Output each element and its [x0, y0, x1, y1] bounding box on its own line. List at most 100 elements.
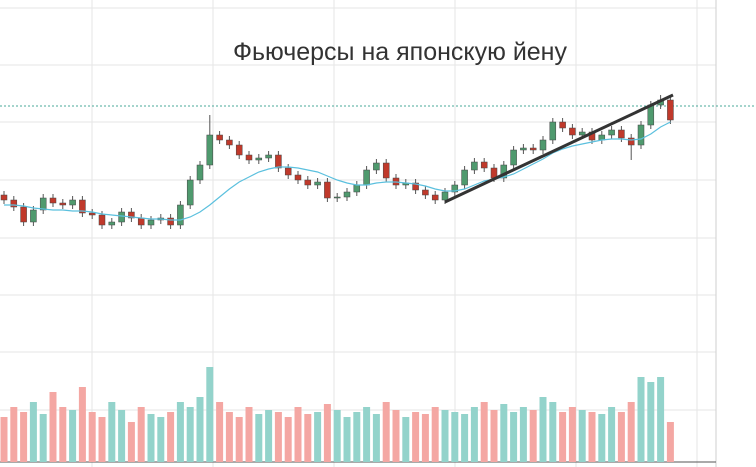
- candle-body: [118, 211, 125, 223]
- candle-body: [422, 189, 429, 196]
- volume-bar: [392, 410, 400, 462]
- trend-line: [444, 93, 674, 204]
- candle-body: [128, 211, 135, 219]
- volume-bar: [421, 414, 429, 462]
- volume-bar: [137, 407, 145, 462]
- candle-body: [431, 194, 439, 201]
- volume-bar: [568, 407, 576, 462]
- candle-body: [186, 179, 194, 206]
- volume-bar: [69, 410, 77, 462]
- volume-bar: [490, 410, 498, 462]
- volume-bar: [539, 397, 547, 462]
- candle-body: [69, 199, 76, 206]
- volume-bar: [480, 402, 488, 462]
- candle-body: [539, 139, 547, 151]
- candle-body: [637, 124, 645, 146]
- volume-bar: [216, 402, 224, 462]
- price-layer: [0, 95, 674, 229]
- candle-body: [373, 162, 380, 171]
- candle-body: [333, 196, 341, 199]
- volume-bar: [353, 412, 361, 462]
- candle-body: [353, 184, 361, 193]
- volume-layer: [0, 367, 674, 462]
- candle-body: [667, 99, 674, 121]
- candle-body: [108, 221, 116, 226]
- volume-bar: [274, 412, 282, 462]
- candle-body: [627, 137, 635, 146]
- candle-body: [10, 199, 18, 208]
- candle-body: [294, 174, 302, 181]
- candle-body: [314, 181, 321, 186]
- volume-bar: [29, 402, 37, 462]
- candle-body: [549, 121, 557, 141]
- volume-bar: [529, 410, 537, 462]
- volume-bar: [284, 417, 292, 462]
- candle-body: [137, 217, 145, 226]
- candle-body: [196, 164, 204, 181]
- volume-bar: [304, 414, 312, 462]
- volume-bar: [510, 412, 518, 462]
- volume-bar: [323, 404, 331, 462]
- volume-bar: [363, 407, 371, 462]
- candle-body: [265, 154, 272, 159]
- volume-bar: [382, 402, 390, 462]
- volume-bar: [412, 412, 420, 462]
- volume-bar: [451, 412, 459, 462]
- candle-body: [324, 181, 331, 199]
- candle-body: [520, 147, 527, 151]
- volume-bar: [108, 402, 116, 462]
- volume-bar: [372, 414, 380, 462]
- candle-body: [363, 169, 370, 186]
- volume-bar: [402, 417, 410, 462]
- volume-bar: [59, 407, 67, 462]
- candle-body: [451, 184, 459, 193]
- candle-body: [79, 199, 86, 214]
- candle-body: [412, 182, 419, 191]
- candle-body: [559, 121, 566, 129]
- candle-body: [206, 134, 214, 166]
- volume-bar: [20, 412, 28, 462]
- volume-bar: [441, 410, 449, 462]
- volume-bar: [98, 417, 106, 462]
- volume-bar: [255, 414, 263, 462]
- volume-bar: [598, 414, 606, 462]
- volume-bar: [0, 417, 8, 462]
- candle-body: [30, 209, 37, 223]
- volume-bar: [127, 422, 135, 462]
- candle-body: [441, 191, 449, 201]
- volume-bar: [666, 422, 674, 462]
- candle-body: [88, 212, 96, 216]
- volume-bar: [549, 402, 557, 462]
- grid: [0, 0, 717, 467]
- volume-bar: [588, 412, 596, 462]
- volume-bar: [578, 410, 586, 462]
- candle-body: [59, 202, 67, 206]
- candle-body: [382, 162, 390, 179]
- volume-bar: [147, 414, 155, 462]
- candle-body: [177, 204, 184, 226]
- candle-body: [480, 161, 488, 169]
- candle-body: [284, 167, 292, 176]
- volume-bar: [461, 414, 469, 462]
- volume-bar: [157, 417, 165, 462]
- volume-bar: [265, 410, 273, 462]
- volume-bar: [206, 367, 214, 462]
- volume-bar: [333, 410, 341, 462]
- candle-body: [49, 197, 57, 204]
- candle-body: [245, 154, 253, 161]
- volume-bar: [657, 377, 665, 462]
- candle-body: [147, 219, 155, 226]
- volume-bar: [294, 407, 302, 462]
- candle-body: [578, 131, 586, 136]
- volume-bar: [559, 412, 567, 462]
- candle-body: [98, 214, 106, 226]
- volume-bar: [627, 402, 635, 462]
- candle-body: [471, 161, 478, 171]
- candle-body: [226, 139, 233, 146]
- volume-bar: [167, 412, 175, 462]
- volume-bar: [78, 387, 86, 462]
- candle-body: [304, 179, 312, 186]
- volume-bar: [314, 412, 322, 462]
- candle-body: [20, 206, 27, 223]
